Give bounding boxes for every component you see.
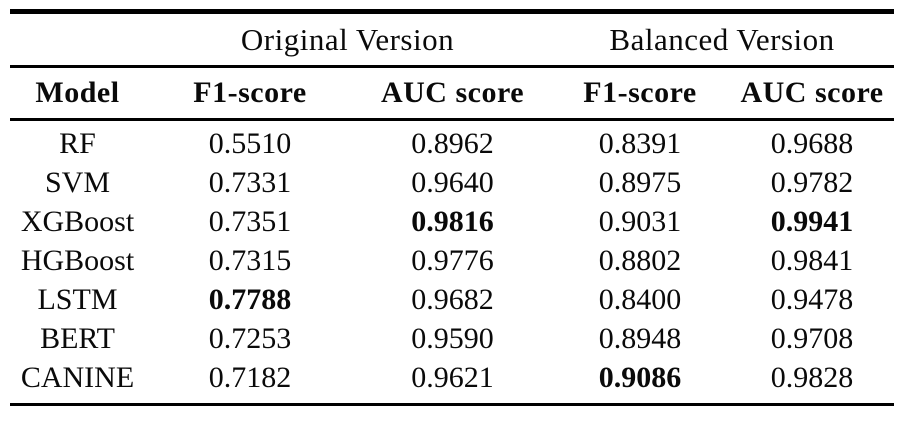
model-name-cell: CANINE (20, 360, 135, 394)
table-row-rf: RF 0.5510 0.8962 0.8391 0.9688 (10, 120, 894, 164)
table-row-hgboost: HGBoost 0.7315 0.9776 0.8802 0.9841 (10, 241, 894, 280)
score-cell-auc-original: 0.9776 (411, 243, 494, 277)
model-name-cell: SVM (44, 165, 111, 199)
column-header-row: Model F1-score AUC score F1-score AUC sc… (10, 67, 895, 120)
score-cell-f1-balanced: 0.8802 (598, 243, 682, 277)
score-cell-auc-balanced: 0.9841 (770, 243, 854, 277)
column-header-f1-original: F1-score (193, 76, 307, 109)
table-body: RF 0.5510 0.8962 0.8391 0.9688 SVM 0.733… (10, 120, 894, 405)
group-header-balanced: Balanced Version (609, 21, 835, 57)
model-name-cell: LSTM (37, 282, 118, 316)
table-header: Original Version Balanced Version Model … (10, 12, 895, 120)
table-row-svm: SVM 0.7331 0.9640 0.8975 0.9782 (10, 163, 894, 202)
table-row-lstm: LSTM 0.7788 0.9682 0.8400 0.9478 (10, 280, 894, 319)
score-cell-auc-original: 0.9621 (411, 360, 494, 394)
score-cell-auc-balanced: 0.9708 (770, 321, 854, 355)
score-cell-auc-original: 0.9640 (411, 165, 494, 199)
score-cell-f1-balanced: 0.8400 (598, 282, 682, 316)
score-cell-f1-balanced: 0.9031 (598, 204, 682, 238)
score-cell-auc-original: 0.9590 (411, 321, 494, 355)
score-cell-auc-original: 0.9682 (411, 282, 494, 316)
score-cell-f1-original: 0.7351 (208, 204, 292, 238)
score-cell-f1-balanced: 0.8975 (598, 165, 682, 199)
score-cell-f1-original: 0.5510 (208, 126, 292, 160)
score-cell-f1-original: 0.7331 (208, 165, 292, 199)
score-cell-f1-balanced-best: 0.9086 (598, 360, 682, 394)
model-name-cell: XGBoost (20, 204, 135, 238)
corner-spacer-cell (10, 12, 145, 67)
score-cell-f1-original-best: 0.7788 (208, 282, 292, 316)
table-row-canine: CANINE 0.7182 0.9621 0.9086 0.9828 (10, 358, 894, 405)
score-cell-f1-balanced: 0.8948 (598, 321, 682, 355)
score-cell-auc-balanced-best: 0.9941 (770, 204, 854, 238)
score-cell-auc-original: 0.8962 (411, 126, 494, 160)
column-header-auc-balanced: AUC score (740, 76, 884, 109)
column-header-auc-original: AUC score (380, 76, 525, 109)
score-cell-auc-balanced: 0.9828 (770, 360, 854, 394)
table-row-bert: BERT 0.7253 0.9590 0.8948 0.9708 (10, 319, 894, 358)
score-cell-auc-balanced: 0.9688 (770, 126, 854, 160)
score-cell-f1-balanced: 0.8391 (598, 126, 682, 160)
column-header-model: Model (35, 76, 120, 109)
table-row-xgboost: XGBoost 0.7351 0.9816 0.9031 0.9941 (10, 202, 894, 241)
score-cell-f1-original: 0.7253 (208, 321, 292, 355)
score-cell-auc-original-best: 0.9816 (411, 204, 494, 238)
group-header-row: Original Version Balanced Version (10, 12, 895, 67)
score-cell-auc-balanced: 0.9782 (770, 165, 854, 199)
model-results-table: Original Version Balanced Version Model … (10, 9, 895, 406)
score-cell-f1-original: 0.7182 (208, 360, 292, 394)
model-name-cell: BERT (40, 321, 115, 355)
column-header-f1-balanced: F1-score (583, 76, 697, 109)
model-name-cell: RF (59, 126, 96, 160)
group-header-original: Original Version (240, 21, 455, 57)
score-cell-auc-balanced: 0.9478 (770, 282, 854, 316)
score-cell-f1-original: 0.7315 (208, 243, 292, 277)
model-name-cell: HGBoost (20, 243, 135, 277)
